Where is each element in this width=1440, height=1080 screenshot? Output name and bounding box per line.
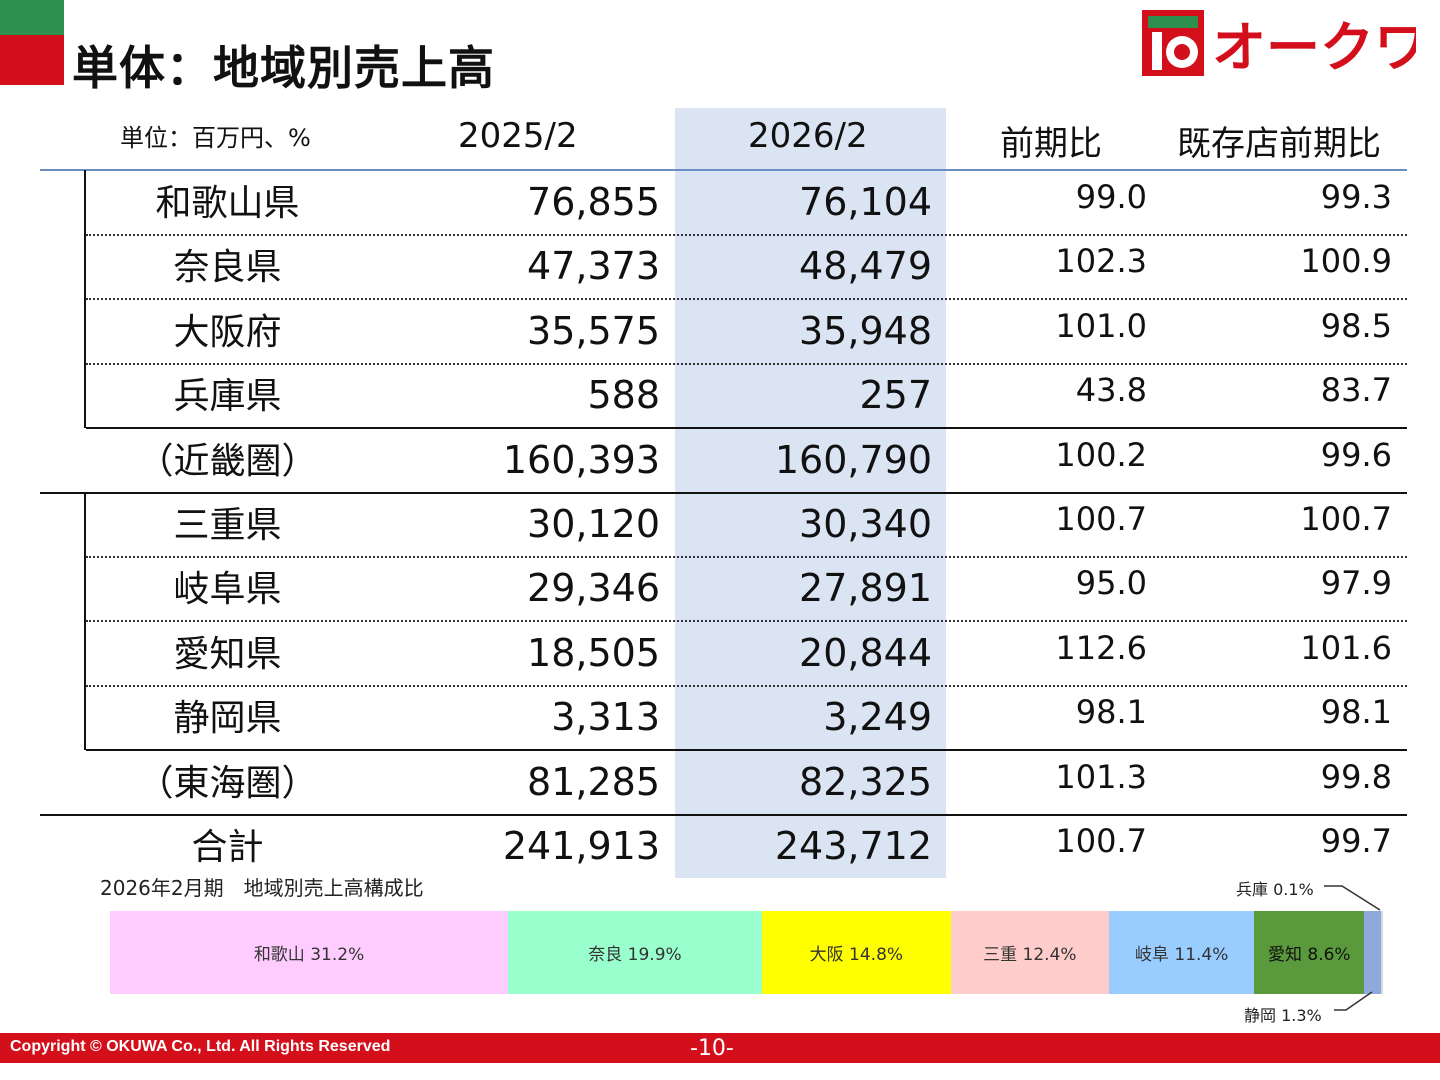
logo-text: オークワ [1212,16,1416,78]
tokai-bracket [84,493,86,750]
cell-name: 岐阜県 [173,569,282,610]
cell-existing: 99.6 [1320,436,1392,474]
cell-curr: 20,844 [799,631,932,675]
header-yoy: 前期比 [1000,124,1102,164]
cell-prev: 29,346 [527,566,660,610]
cell-curr: 76,104 [799,180,932,224]
cell-name: 兵庫県 [173,376,282,417]
header-2025: 2025/2 [458,116,578,156]
row-divider [86,556,1407,558]
composition-segment [1364,911,1381,994]
row-divider [86,685,1407,687]
callout-shizuoka-line [1334,991,1373,1011]
cell-yoy: 112.6 [1055,629,1147,667]
composition-segment: 和歌山 31.2% [110,911,509,994]
cell-prev: 18,505 [527,631,660,675]
cell-yoy: 100.2 [1055,436,1147,474]
cell-yoy: 98.1 [1075,693,1147,731]
footer-bar [0,1033,1440,1063]
cell-curr: 160,790 [774,438,932,482]
cell-curr: 30,340 [799,502,932,546]
cell-existing: 83.7 [1320,371,1392,409]
composition-segment [1380,911,1383,994]
cell-existing: 98.5 [1320,307,1392,345]
cell-yoy: 102.3 [1055,242,1147,280]
row-divider [86,427,1407,429]
composition-segment: 愛知 8.6% [1254,911,1365,994]
cell-prev: 35,575 [527,309,660,353]
callout-shizuoka: 静岡 1.3% [1244,1006,1322,1025]
cell-prev: 160,393 [502,438,660,482]
cell-existing: 100.9 [1300,242,1392,280]
cell-name: 奈良県 [173,247,282,288]
cell-name: 静岡県 [173,698,282,739]
composition-segment: 大阪 14.8% [761,911,951,994]
cell-existing: 98.1 [1320,693,1392,731]
header-existing-yoy: 既存店前期比 [1177,124,1381,164]
copyright-text: Copyright © OKUWA Co., Ltd. All Rights R… [10,1038,391,1055]
cell-prev: 3,313 [551,695,660,739]
row-divider [40,814,1407,816]
composition-segment: 三重 12.4% [950,911,1109,994]
cell-name: 大阪府 [173,312,282,353]
row-divider [86,298,1407,300]
cell-prev: 241,913 [502,824,660,868]
callout-hyogo-line [1324,885,1381,911]
cell-curr: 243,712 [774,824,932,868]
page-title: 単体：地域別売上高 [72,41,495,95]
cell-name: 和歌山県 [155,183,300,224]
cell-yoy: 100.7 [1055,500,1147,538]
row-divider [86,363,1407,365]
cell-name: （近畿圏） [137,441,318,482]
cell-name: 愛知県 [173,634,282,675]
cell-curr: 257 [859,373,932,417]
callout-hyogo: 兵庫 0.1% [1236,880,1314,899]
cell-curr: 48,479 [799,244,932,288]
cell-name: 合計 [191,827,264,868]
cell-curr: 35,948 [799,309,932,353]
cell-name: 三重県 [173,505,282,546]
kinki-bracket [84,170,86,428]
cell-prev: 30,120 [527,502,660,546]
composition-segment: 岐阜 11.4% [1108,911,1255,994]
cell-existing: 100.7 [1300,500,1392,538]
composition-title: 2026年2月期 地域別売上高構成比 [100,876,424,900]
page-number: -10- [690,1036,734,1061]
cell-yoy: 99.0 [1075,178,1147,216]
cell-prev: 588 [587,373,660,417]
cell-curr: 3,249 [823,695,932,739]
cell-yoy: 101.0 [1055,307,1147,345]
composition-segment: 奈良 19.9% [508,911,762,994]
header-rule [40,169,1407,171]
unit-label: 単位：百万円、% [120,124,311,152]
row-divider [86,234,1407,236]
company-logo: オークワ [1142,10,1416,78]
cell-existing: 101.6 [1300,629,1392,667]
cell-curr: 82,325 [799,760,932,804]
row-divider [40,492,1407,494]
cell-existing: 99.8 [1320,758,1392,796]
cell-prev: 76,855 [527,180,660,224]
row-divider [86,749,1407,751]
corner-accent-green [0,0,64,35]
row-divider [86,620,1407,622]
cell-yoy: 100.7 [1055,822,1147,860]
corner-accent-red [0,35,64,85]
cell-prev: 47,373 [527,244,660,288]
cell-name: （東海圏） [137,763,318,804]
cell-yoy: 43.8 [1075,371,1147,409]
cell-existing: 99.7 [1320,822,1392,860]
header-2026: 2026/2 [748,116,868,156]
cell-existing: 99.3 [1320,178,1392,216]
cell-yoy: 95.0 [1075,564,1147,602]
cell-curr: 27,891 [799,566,932,610]
cell-existing: 97.9 [1320,564,1392,602]
cell-yoy: 101.3 [1055,758,1147,796]
cell-prev: 81,285 [527,760,660,804]
